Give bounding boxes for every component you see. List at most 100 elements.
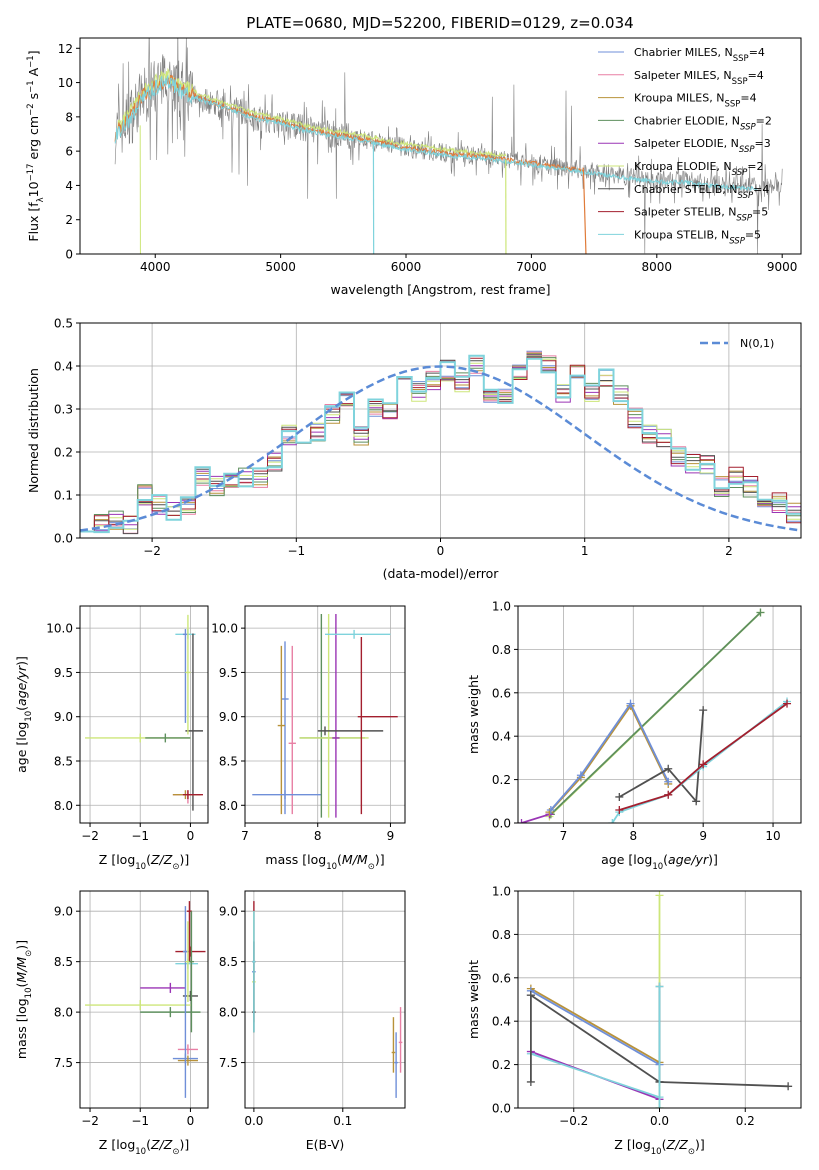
spectrum-x-axis-label: wavelength [Angstrom, rest frame] (330, 282, 550, 297)
x-tick-label: 0.0 (244, 1114, 263, 1128)
y-tick-label: 8 (65, 110, 73, 124)
mass-weight-lines-massweight_vs_age (518, 608, 792, 823)
mass-weight-line (619, 702, 788, 811)
mass-weight-marker (518, 819, 526, 823)
x-tick-label: 7000 (516, 260, 547, 274)
y-tick-label: 7.5 (219, 1056, 238, 1070)
mass-weight-marker (655, 982, 664, 991)
x-tick-label: 10 (765, 829, 780, 843)
y-tick-label: 0.5 (54, 317, 73, 331)
mass-weight-marker (615, 792, 624, 801)
legend-entry-label: Kroupa MILES, NSSP=4 (634, 92, 757, 110)
y-axis-label-massweight_vs_Z: mass weight (466, 960, 481, 1039)
y-tick-label: 8.5 (219, 955, 238, 969)
x-tick-label: 4000 (140, 260, 171, 274)
mass-weight-line (530, 1052, 660, 1099)
y-tick-label: 0.4 (492, 1015, 511, 1029)
axes-layer: 4000 5000 6000 7000 8000 9000024681012wavelen… (14, 37, 802, 1157)
x-tick-label: 7 (241, 829, 249, 843)
y-tick-label: 1.0 (492, 885, 511, 899)
y-tick-label: 6 (65, 145, 73, 159)
y-axis-label-age_vs_Z: age [log10(age/yr)] (14, 656, 34, 773)
y-tick-label: 8.0 (54, 799, 73, 813)
axes-frame (244, 890, 406, 1109)
legend-entry-label: Salpeter STELIB, NSSP=5 (634, 206, 768, 224)
x-tick-label: −1 (131, 829, 149, 843)
axes-frame (79, 605, 209, 824)
y-tick-label: 10.0 (46, 622, 73, 636)
errorbar-points-age_vs_Z (85, 614, 203, 811)
y-tick-label: 8.0 (219, 1006, 238, 1020)
y-tick-label: 8.5 (54, 755, 73, 769)
x-tick-label: −2 (143, 544, 161, 558)
y-tick-label: 9.5 (54, 666, 73, 680)
x-tick-label: 0 (187, 1114, 195, 1128)
x-tick-label: 9 (387, 829, 395, 843)
model-spectrum-line (117, 67, 507, 159)
mass-weight-marker (692, 797, 701, 806)
errorbar-points-age_vs_mass (252, 613, 398, 818)
y-tick-label: 8.5 (219, 755, 238, 769)
x-tick-label: 0 (187, 829, 195, 843)
mass-weight-marker (546, 805, 555, 814)
residual-steps (80, 350, 801, 535)
y-tick-label: 8.5 (54, 955, 73, 969)
mass-weight-marker (655, 1104, 664, 1108)
x-tick-label: 0 (437, 544, 445, 558)
x-tick-label: 5000 (265, 260, 296, 274)
y-tick-label: 0.0 (492, 817, 511, 831)
x-axis-label-massweight_vs_age: age [log10(age/yr)] (601, 852, 718, 872)
mass-weight-marker (655, 891, 664, 900)
mass-weight-marker (664, 764, 673, 773)
legend-layer: Chabrier MILES, NSSP=4 Salpeter MILES, NS… (598, 46, 774, 350)
y-tick-label: 0.6 (492, 686, 511, 700)
model-spectrum-line (114, 74, 758, 191)
mass-weight-marker (615, 805, 624, 814)
y-tick-label: 0.3 (54, 403, 73, 417)
mass-weight-lines-massweight_vs_Z (526, 891, 793, 1108)
errorbar-points-mass_vs_ebv (252, 901, 403, 1098)
y-tick-label: 7.5 (54, 1056, 73, 1070)
data-layer (80, 38, 801, 1108)
mass-weight-marker (699, 760, 708, 769)
y-axis-label-mass_vs_Z: mass [log10(M/M⊙)] (14, 940, 34, 1059)
legend-entry-label: Salpeter MILES, NSSP=4 (634, 69, 764, 87)
legend-entry-label: Kroupa STELIB, NSSP=5 (634, 228, 761, 246)
x-tick-label: 8 (314, 829, 322, 843)
model-cutoff-line (582, 169, 587, 254)
y-tick-label: 10.0 (211, 622, 238, 636)
mass-weight-line (550, 611, 762, 815)
x-axis-label-mass_vs_Z: Z [log10(Z/Z⊙)] (99, 1137, 189, 1157)
y-tick-label: 12 (58, 42, 73, 56)
y-tick-label: 0.2 (492, 1058, 511, 1072)
mass-weight-line (618, 710, 705, 804)
y-tick-label: 9.0 (54, 905, 73, 919)
x-tick-label: 7 (560, 829, 568, 843)
normal-legend-label: N(0,1) (740, 337, 774, 350)
y-tick-label: 2 (65, 213, 73, 227)
mass-weight-marker (699, 706, 708, 715)
mass-weight-marker (664, 777, 673, 786)
x-tick-label: 6000 (391, 260, 422, 274)
axes-frame (244, 605, 406, 824)
y-tick-label: 0.2 (54, 446, 73, 460)
y-axis-label-massweight_vs_age: mass weight (466, 675, 481, 754)
y-tick-label: 0.8 (492, 643, 511, 657)
legend-entry-label: Chabrier MILES, NSSP=4 (634, 46, 765, 64)
mass-weight-marker (783, 699, 792, 708)
x-tick-label: 8 (629, 829, 637, 843)
y-tick-label: 1.0 (492, 600, 511, 614)
mass-weight-marker (784, 1082, 793, 1091)
legend-entry-label: Salpeter ELODIE, NSSP=3 (634, 137, 771, 155)
mass-weight-marker (664, 790, 673, 799)
y-tick-label: 0.6 (492, 971, 511, 985)
residual-y-axis-label: Normed distribution (26, 368, 41, 493)
x-axis-label-age_vs_Z: Z [log10(Z/Z⊙)] (99, 852, 189, 872)
axes-frame (79, 37, 802, 255)
y-tick-label: 0.1 (54, 489, 73, 503)
x-tick-label: 0.0 (650, 1114, 669, 1128)
x-tick-label: −2 (81, 829, 99, 843)
y-tick-label: 0.2 (492, 773, 511, 787)
mass-weight-marker (526, 1077, 535, 1086)
figure-title: PLATE=0680, MJD=52200, FIBERID=0129, z=0… (246, 14, 633, 32)
